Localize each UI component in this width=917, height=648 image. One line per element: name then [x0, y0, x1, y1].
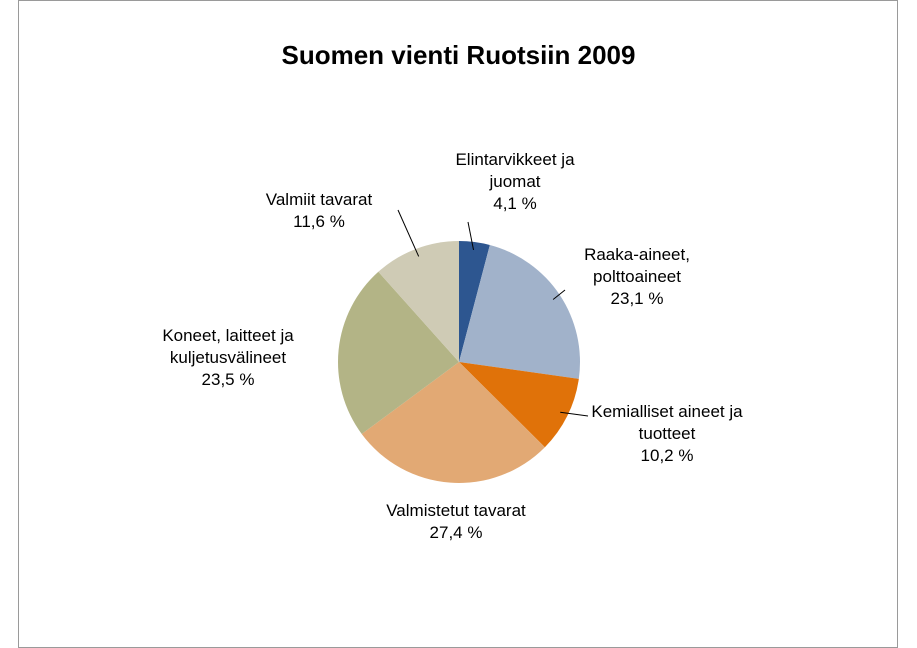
- leader-line: [552, 289, 566, 300]
- leader-line: [397, 209, 420, 257]
- value-label: 4,1 %: [493, 194, 537, 213]
- slice-label: Koneet, laitteet ja kuljetusvälineet 23,5…: [133, 325, 323, 391]
- pie-slice: [361, 362, 545, 483]
- value-label: 11,6 %: [293, 212, 345, 231]
- category-label: Valmiit tavarat: [265, 190, 373, 209]
- value-label: 23,1 %: [610, 289, 664, 308]
- slice-label: Valmiit tavarat 11,6 %: [239, 189, 399, 233]
- slice-label: Raaka-aineet, polttoaineet 23,1 %: [552, 244, 722, 310]
- category-label: Koneet, laitteet ja kuljetusvälineet: [162, 326, 294, 367]
- pie-slice: [378, 241, 459, 362]
- pie-slice: [459, 362, 579, 448]
- category-label: Raaka-aineet, polttoaineet: [584, 245, 690, 286]
- value-label: 23,5 %: [201, 370, 255, 389]
- pie-slice: [337, 271, 459, 434]
- chart-title: Suomen vienti Ruotsiin 2009: [281, 40, 636, 70]
- slice-label: Valmistetut tavarat 27,4 %: [386, 500, 526, 544]
- leader-line: [467, 221, 475, 251]
- category-label: Elintarvikkeet ja juomat: [455, 150, 575, 191]
- category-label: Valmistetut tavarat: [386, 501, 526, 520]
- value-label: 27,4 %: [429, 523, 483, 542]
- category-label: Kemialliset aineet ja tuotteet: [591, 402, 743, 443]
- pie-slice: [459, 245, 581, 379]
- pie-slice: [459, 241, 490, 362]
- slice-label: Elintarvikkeet ja juomat 4,1 %: [430, 149, 600, 215]
- value-label: 10,2 %: [640, 446, 694, 465]
- leader-line: [560, 411, 589, 417]
- slice-label: Kemialliset aineet ja tuotteet 10,2 %: [582, 401, 752, 467]
